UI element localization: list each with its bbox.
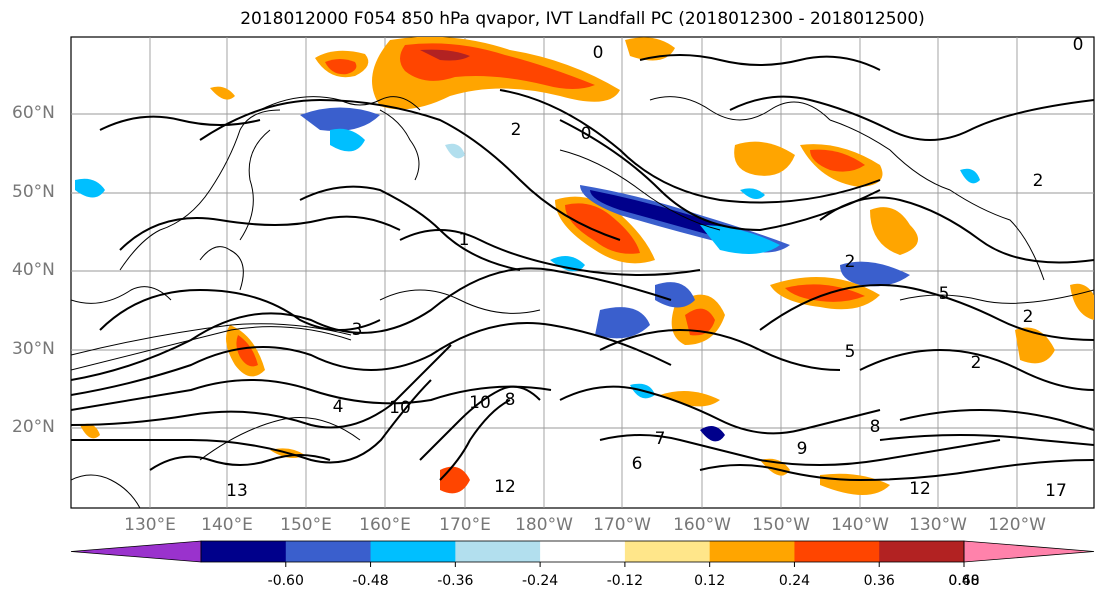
contour-label: 5: [845, 342, 856, 362]
colorbar-swatch: [285, 541, 372, 562]
colorbar-tick-label: 0.36: [863, 573, 895, 589]
contour-label: 2: [971, 353, 982, 373]
colorbar-swatch: [709, 541, 795, 562]
contour-label: 13: [226, 481, 248, 501]
contour-label: 6: [632, 454, 643, 474]
contour-label: 12: [494, 477, 516, 497]
ivt-contours: [71, 54, 1094, 482]
contour-label: 5: [939, 284, 950, 304]
latitude-label: 50°N: [12, 182, 55, 202]
contour-label: 2: [1033, 171, 1044, 191]
colorbar-swatch: [201, 541, 287, 562]
longitude-label: 140°W: [831, 515, 889, 535]
plot-frame: [70, 36, 1095, 509]
contour-label: 2: [1023, 307, 1034, 327]
longitude-label: 170°W: [593, 515, 651, 535]
map-title: 2018012000 F054 850 hPa qvapor, IVT Land…: [240, 9, 925, 29]
colorbar-lower-extend: [70, 540, 202, 563]
colorbar-upper-extend: [963, 540, 1095, 563]
colorbar-tick-label: 0.48: [948, 573, 980, 589]
latitude-label: 60°N: [12, 103, 55, 123]
longitude-label: 160°W: [673, 515, 731, 535]
latitude-label: 30°N: [12, 339, 55, 359]
contour-label: 0: [1073, 35, 1084, 55]
contour-label: 2: [845, 252, 856, 272]
colorbar-swatch: [794, 541, 880, 562]
coastlines: [71, 96, 1045, 508]
contour-label: 10: [389, 398, 411, 418]
contour-label: 1: [459, 230, 470, 250]
longitude-label: 130°E: [124, 515, 176, 535]
colorbar-tick-label: -0.36: [437, 573, 474, 589]
longitude-label: 150°E: [280, 515, 332, 535]
colorbar-swatch: [370, 541, 456, 562]
longitude-label: 130°W: [909, 515, 967, 535]
qvapor-shading: [75, 37, 1094, 495]
contour-label: 7: [655, 429, 666, 449]
longitude-label: 140°E: [201, 515, 253, 535]
colorbar-tick-label: -0.12: [606, 573, 643, 589]
colorbar-tick-label: 0.24: [778, 573, 811, 589]
colorbar-outline: [200, 540, 965, 563]
colorbar-swatch: [624, 541, 711, 562]
longitude-label: 120°W: [988, 515, 1046, 535]
contour-label: 12: [909, 479, 931, 499]
colorbar-swatch: [455, 541, 541, 562]
longitude-label: 150°W: [752, 515, 810, 535]
colorbar-tick-label: 0.12: [694, 573, 726, 589]
contour-label: 2: [511, 120, 522, 140]
contour-label: 8: [870, 417, 881, 437]
colorbar-tick-label: 0.60: [948, 573, 980, 589]
longitude-label: 160°E: [359, 515, 411, 535]
colorbar-swatch: [879, 541, 965, 562]
longitude-label: 180°W: [515, 515, 573, 535]
contour-label: 10: [469, 393, 491, 413]
ivt-contours-thin: [71, 149, 1094, 461]
contour-label: 0: [593, 43, 604, 63]
contour-label: 8: [505, 390, 516, 410]
contour-label: 17: [1045, 481, 1067, 501]
longitude-label: 170°E: [439, 515, 491, 535]
colorbar: [70, 540, 1095, 567]
contour-label: 3: [352, 320, 363, 340]
colorbar-swatch: [540, 541, 626, 562]
colorbar-tick-label: -0.60: [267, 573, 304, 589]
colorbar-tick-label: -0.48: [352, 573, 389, 589]
colorbar-tick-label: -0.24: [521, 573, 559, 589]
latitude-label: 20°N: [12, 417, 55, 437]
contour-label: 9: [797, 439, 808, 459]
latitude-label: 40°N: [12, 260, 55, 280]
contour-label: 0: [581, 124, 592, 144]
contour-label: 4: [333, 397, 344, 417]
